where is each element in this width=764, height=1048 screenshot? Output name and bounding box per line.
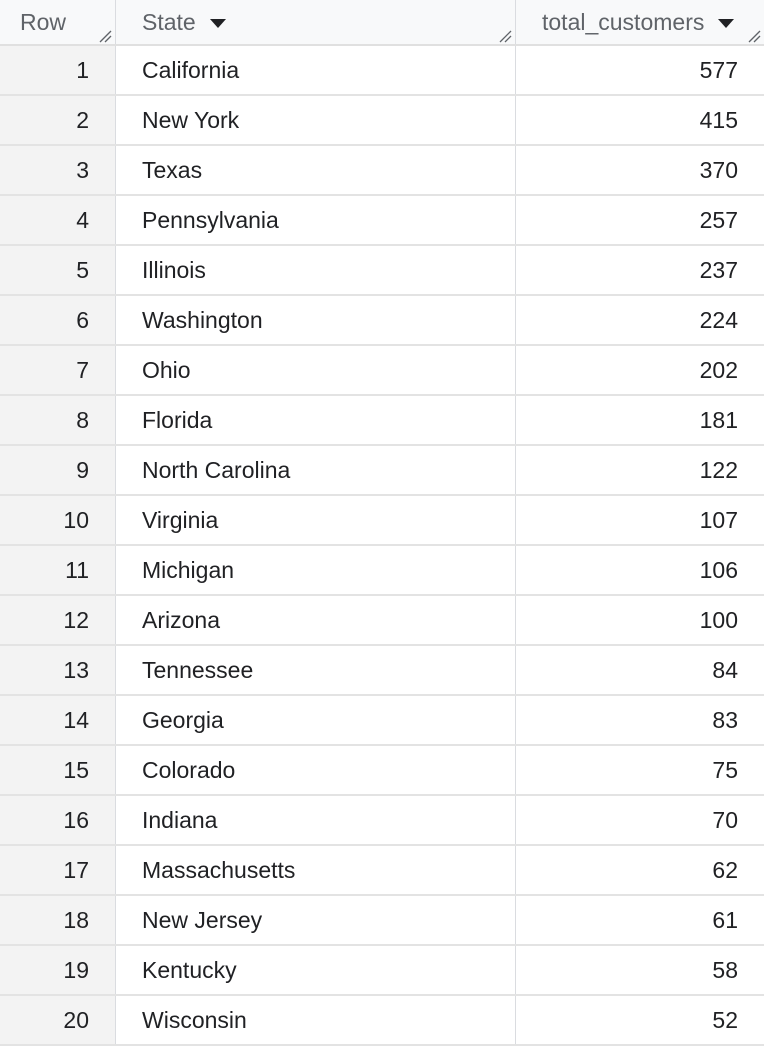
- row-number-cell: 14: [0, 696, 116, 744]
- total-customers-cell: 122: [699, 456, 738, 483]
- state-cell: Wisconsin: [116, 996, 516, 1044]
- state-cell: Tennessee: [116, 646, 516, 694]
- table-row: 8 Florida 181: [0, 396, 764, 446]
- table-row: 10 Virginia 107: [0, 496, 764, 546]
- column-header-row[interactable]: Row: [0, 0, 116, 44]
- table-row: 19 Kentucky 58: [0, 946, 764, 996]
- sort-down-icon[interactable]: [209, 18, 226, 28]
- row-number-cell: 13: [0, 646, 116, 694]
- column-header-label: total_customers: [542, 8, 705, 35]
- total-customers-cell: 106: [699, 556, 738, 583]
- total-customers-cell: 107: [699, 506, 738, 533]
- table-row: 3 Texas 370: [0, 146, 764, 196]
- sort-down-icon[interactable]: [718, 18, 735, 28]
- row-number-cell: 6: [0, 296, 116, 344]
- state-cell: Pennsylvania: [116, 196, 516, 244]
- table-row: 4 Pennsylvania 257: [0, 196, 764, 246]
- state-cell: Arizona: [116, 596, 516, 644]
- state-cell: New York: [116, 96, 516, 144]
- row-number-cell: 18: [0, 896, 116, 944]
- table-row: 15 Colorado 75: [0, 746, 764, 796]
- table-row: 14 Georgia 83: [0, 696, 764, 746]
- total-customers-cell: 52: [712, 1006, 738, 1033]
- row-number-cell: 5: [0, 246, 116, 294]
- total-customers-cell: 237: [699, 256, 738, 283]
- table-row: 2 New York 415: [0, 96, 764, 146]
- row-number-cell: 16: [0, 796, 116, 844]
- total-customers-cell: 257: [699, 206, 738, 233]
- state-cell: Massachusetts: [116, 846, 516, 894]
- state-cell: New Jersey: [116, 896, 516, 944]
- column-resize-icon[interactable]: [98, 29, 112, 43]
- total-customers-cell: 70: [712, 806, 738, 833]
- state-cell: Illinois: [116, 246, 516, 294]
- total-customers-cell: 83: [712, 706, 738, 733]
- table-row: 18 New Jersey 61: [0, 896, 764, 946]
- total-customers-cell: 370: [699, 156, 738, 183]
- row-number-cell: 10: [0, 496, 116, 544]
- total-customers-cell: 100: [699, 606, 738, 633]
- state-cell: North Carolina: [116, 446, 516, 494]
- total-customers-cell: 58: [712, 956, 738, 983]
- row-number-cell: 7: [0, 346, 116, 394]
- state-cell: Colorado: [116, 746, 516, 794]
- state-cell: Virginia: [116, 496, 516, 544]
- table-row: 6 Washington 224: [0, 296, 764, 346]
- table-row: 7 Ohio 202: [0, 346, 764, 396]
- state-cell: Washington: [116, 296, 516, 344]
- column-header-label: Row: [20, 8, 67, 35]
- state-cell: Georgia: [116, 696, 516, 744]
- total-customers-cell: 61: [712, 906, 738, 933]
- row-number-cell: 20: [0, 996, 116, 1044]
- state-cell: Ohio: [116, 346, 516, 394]
- row-number-cell: 15: [0, 746, 116, 794]
- state-cell: Michigan: [116, 546, 516, 594]
- row-number-cell: 9: [0, 446, 116, 494]
- column-header-label: State: [142, 8, 196, 35]
- row-number-cell: 2: [0, 96, 116, 144]
- total-customers-cell: 415: [699, 106, 738, 133]
- total-customers-cell: 84: [712, 656, 738, 683]
- state-cell: Indiana: [116, 796, 516, 844]
- total-customers-cell: 75: [712, 756, 738, 783]
- table-row: 16 Indiana 70: [0, 796, 764, 846]
- row-number-cell: 3: [0, 146, 116, 194]
- column-resize-icon[interactable]: [747, 29, 761, 43]
- table-row: 13 Tennessee 84: [0, 646, 764, 696]
- row-number-cell: 1: [0, 46, 116, 94]
- row-number-cell: 8: [0, 396, 116, 444]
- total-customers-cell: 202: [699, 356, 738, 383]
- table-row: 17 Massachusetts 62: [0, 846, 764, 896]
- table-row: 11 Michigan 106: [0, 546, 764, 596]
- table-row: 9 North Carolina 122: [0, 446, 764, 496]
- total-customers-cell: 577: [699, 56, 738, 83]
- table-row: 5 Illinois 237: [0, 246, 764, 296]
- state-cell: Texas: [116, 146, 516, 194]
- row-number-cell: 11: [0, 546, 116, 594]
- table-header: Row State total_customers: [0, 0, 764, 46]
- total-customers-cell: 62: [712, 856, 738, 883]
- total-customers-cell: 181: [699, 406, 738, 433]
- row-number-cell: 12: [0, 596, 116, 644]
- row-number-cell: 19: [0, 946, 116, 994]
- column-header-state[interactable]: State: [116, 0, 516, 44]
- table-body: 1 California 577 2 New York 415 3 Texas …: [0, 46, 764, 1046]
- table-row: 12 Arizona 100: [0, 596, 764, 646]
- row-number-cell: 4: [0, 196, 116, 244]
- total-customers-cell: 224: [699, 306, 738, 333]
- state-cell: Kentucky: [116, 946, 516, 994]
- column-resize-icon[interactable]: [498, 29, 512, 43]
- state-cell: Florida: [116, 396, 516, 444]
- table-row: 20 Wisconsin 52: [0, 996, 764, 1046]
- row-number-cell: 17: [0, 846, 116, 894]
- state-cell: California: [116, 46, 516, 94]
- table-row: 1 California 577: [0, 46, 764, 96]
- column-header-total-customers[interactable]: total_customers: [516, 0, 764, 44]
